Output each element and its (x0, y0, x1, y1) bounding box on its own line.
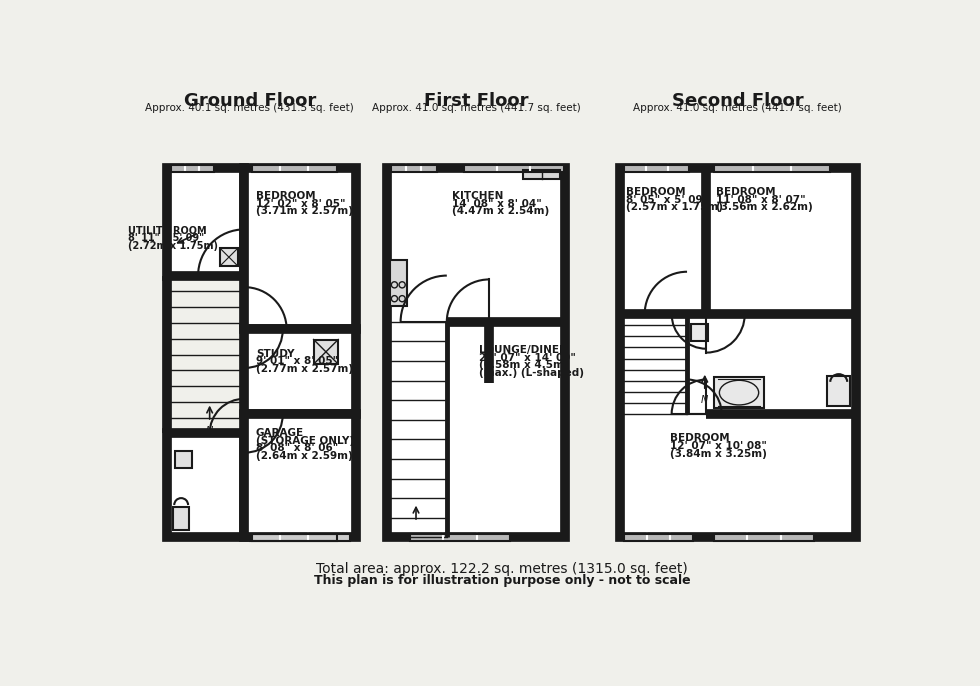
Bar (410, 534, 510, 541)
Text: BEDROOM: BEDROOM (626, 187, 686, 197)
Text: Approx. 40.1 sq. metres (431.5 sq. feet): Approx. 40.1 sq. metres (431.5 sq. feet) (145, 103, 354, 113)
Text: This plan is for illustration purpose only - not to scale: This plan is for illustration purpose on… (314, 573, 691, 587)
Bar (252, 165, 337, 172)
Text: (3.84m x 3.25m): (3.84m x 3.25m) (670, 449, 767, 459)
Bar (714, 165, 829, 172)
Text: 21' 07" x 14' 09": 21' 07" x 14' 09" (479, 353, 576, 363)
Bar (314, 340, 338, 364)
Bar (244, 329, 356, 414)
Bar (624, 534, 693, 541)
Bar (252, 534, 337, 541)
Bar (410, 534, 510, 541)
Text: LOUNGE/DINER: LOUNGE/DINER (479, 345, 567, 355)
Bar (252, 165, 337, 172)
Bar (624, 165, 689, 172)
Text: 9' 01" x 8' 05": 9' 01" x 8' 05" (256, 357, 338, 366)
Text: 8' 11" x 5' 09": 8' 11" x 5' 09" (128, 233, 204, 244)
Text: UTILITY ROOM: UTILITY ROOM (128, 226, 207, 235)
Text: First Floor: First Floor (423, 91, 528, 110)
Text: KITCHEN: KITCHEN (452, 191, 504, 201)
Bar (464, 165, 564, 172)
Bar (714, 165, 829, 172)
Bar (172, 165, 214, 172)
Text: 11' 08" x 8' 07": 11' 08" x 8' 07" (715, 195, 806, 204)
Text: Total area: approx. 122.2 sq. metres (1315.0 sq. feet): Total area: approx. 122.2 sq. metres (13… (317, 562, 688, 576)
Text: 12' 02" x 8' 05": 12' 02" x 8' 05" (256, 198, 345, 209)
Text: 8' 08" x 8' 06": 8' 08" x 8' 06" (256, 443, 338, 453)
Text: 8' 05" x 5' 09": 8' 05" x 5' 09" (626, 195, 709, 204)
Text: (3.71m x 2.57m): (3.71m x 2.57m) (256, 206, 353, 216)
Bar (714, 534, 814, 541)
Text: (STORAGE ONLY): (STORAGE ONLY) (256, 436, 354, 446)
Bar (168, 168, 244, 276)
Text: (2.77m x 2.57m): (2.77m x 2.57m) (256, 364, 353, 374)
Text: (6.58m x 4.5m): (6.58m x 4.5m) (479, 360, 568, 370)
Text: N: N (701, 395, 709, 405)
Bar (168, 434, 244, 537)
Text: Approx. 41.0 sq. metres (441.7 sq. feet): Approx. 41.0 sq. metres (441.7 sq. feet) (371, 103, 580, 113)
Ellipse shape (719, 380, 759, 405)
Text: (2.57m x 1.75m): (2.57m x 1.75m) (626, 202, 723, 213)
Text: Approx. 41.0 sq. metres (441.7 sq. feet): Approx. 41.0 sq. metres (441.7 sq. feet) (633, 103, 842, 113)
Bar (714, 377, 764, 408)
Bar (391, 165, 437, 172)
Bar (624, 534, 693, 541)
Text: 14' 08" x 8' 04": 14' 08" x 8' 04" (452, 198, 542, 209)
Bar (464, 165, 564, 172)
Text: (2.72m x 1.75m): (2.72m x 1.75m) (128, 241, 218, 251)
Bar (714, 534, 814, 541)
Text: Second Floor: Second Floor (672, 91, 804, 110)
Bar (691, 324, 708, 341)
Text: Ground Floor: Ground Floor (183, 91, 316, 110)
Text: (3.56m x 2.62m): (3.56m x 2.62m) (715, 202, 812, 213)
Bar (620, 168, 857, 537)
Text: N: N (206, 426, 214, 436)
Text: GARAGE: GARAGE (256, 428, 304, 438)
Bar (244, 414, 356, 537)
Bar (172, 165, 214, 172)
Text: (max.) (L-shaped): (max.) (L-shaped) (479, 368, 584, 378)
Text: BEDROOM: BEDROOM (715, 187, 775, 197)
Bar (624, 165, 689, 172)
Bar (827, 376, 851, 407)
Text: (4.47m x 2.54m): (4.47m x 2.54m) (452, 206, 550, 216)
Text: BEDROOM: BEDROOM (256, 191, 316, 201)
Bar (387, 168, 565, 537)
Text: 12' 07" x 10' 08": 12' 07" x 10' 08" (670, 441, 767, 451)
Bar (220, 248, 238, 266)
Bar (390, 260, 407, 307)
Bar (523, 170, 560, 179)
Text: (2.64m x 2.59m): (2.64m x 2.59m) (256, 451, 353, 461)
Text: BEDROOM: BEDROOM (670, 434, 730, 443)
Text: STUDY: STUDY (256, 348, 294, 359)
Bar (175, 451, 192, 468)
Bar (251, 534, 350, 541)
Bar (173, 506, 189, 530)
Bar (244, 168, 356, 329)
Bar (391, 165, 437, 172)
Bar (252, 534, 337, 541)
